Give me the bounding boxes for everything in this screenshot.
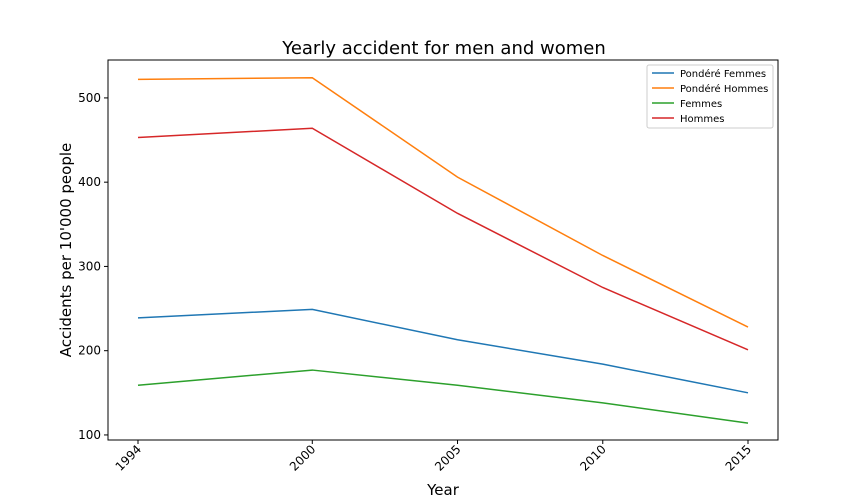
y-tick-label: 200: [78, 344, 101, 358]
x-tick-label: 2010: [577, 442, 608, 473]
legend-label: Hommes: [680, 114, 724, 125]
y-axis-label: Accidents per 10'000 people: [57, 143, 75, 358]
y-axis: 100 200 300 400 500: [78, 91, 108, 442]
series-line-femmes: [137, 369, 749, 424]
series-line-pond-r-femmes: [137, 308, 749, 394]
x-tick-label: 1994: [113, 442, 144, 473]
series-lines: [137, 76, 749, 424]
y-tick-label: 500: [78, 91, 101, 105]
series-line-hommes: [137, 127, 749, 351]
plot-frame: [107, 59, 779, 441]
legend-label: Pondéré Hommes: [680, 83, 768, 95]
x-tick-label: 2000: [287, 442, 318, 473]
x-tick-label: 2005: [432, 442, 463, 473]
y-tick-label: 100: [78, 428, 101, 442]
legend: Pondéré Femmes Pondéré Hommes Femmes Hommes: [646, 64, 774, 129]
chart-title: Yearly accident for men and women: [281, 38, 606, 59]
y-tick-label: 400: [78, 175, 101, 189]
x-axis: 1994 2000 2005 2010 2015: [113, 440, 754, 474]
legend-label: Femmes: [680, 99, 722, 110]
x-axis-label: Year: [426, 481, 460, 499]
legend-frame: [646, 64, 774, 129]
y-tick-label: 300: [78, 259, 101, 273]
legend-label: Pondéré Femmes: [680, 68, 766, 80]
series-line-pond-r-hommes: [137, 76, 749, 328]
x-tick-label: 2015: [723, 442, 754, 473]
